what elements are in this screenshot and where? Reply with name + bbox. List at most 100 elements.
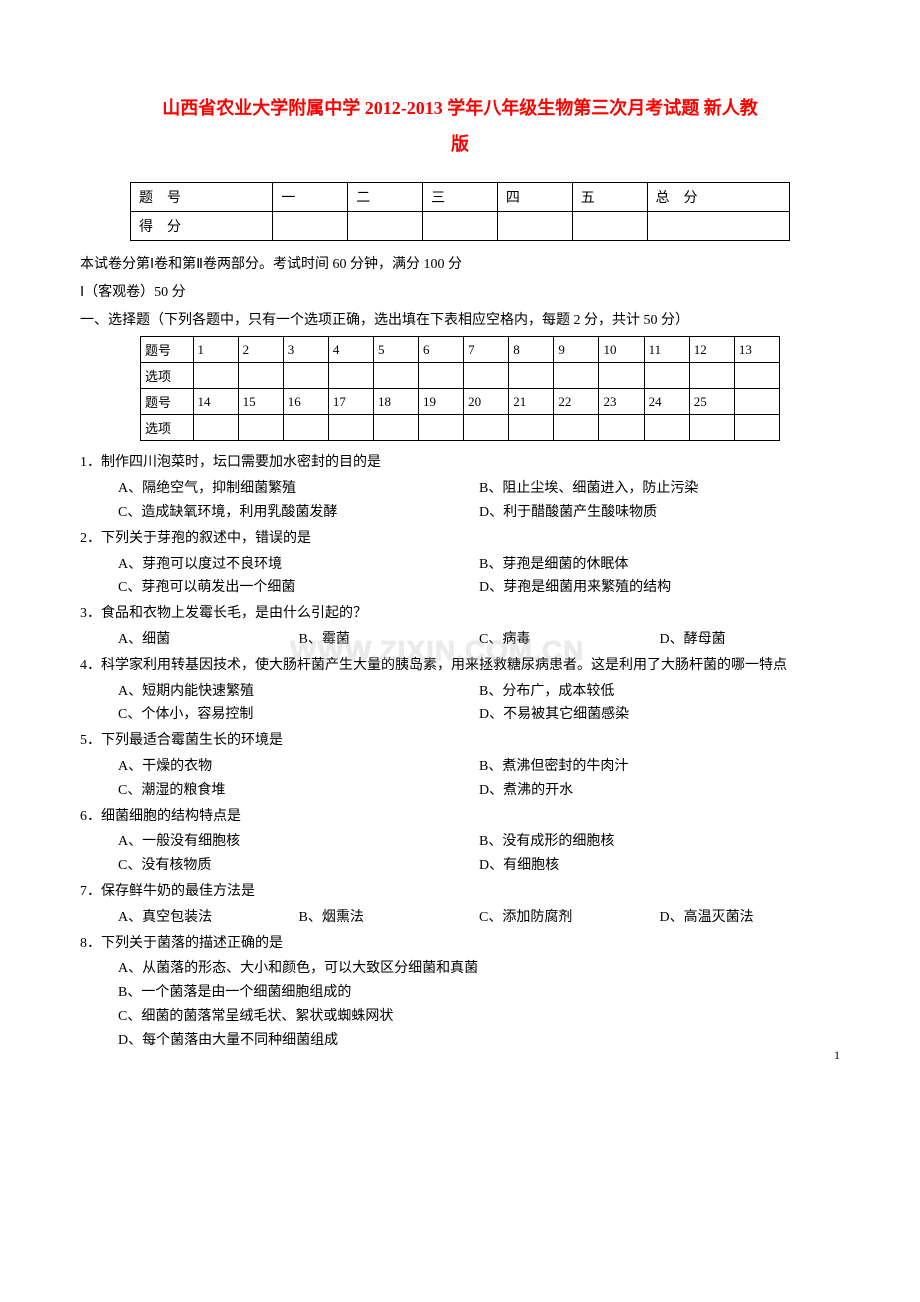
question-5: 5．下列最适合霉菌生长的环境是: [80, 729, 840, 753]
answer-num-cell: 6: [419, 337, 464, 363]
score-header-cell: 二: [348, 183, 423, 212]
option-c: C、添加防腐剂: [479, 906, 660, 930]
answer-num-cell: 4: [328, 337, 373, 363]
option-a: A、从菌落的形态、大小和颜色，可以大致区分细菌和真菌: [118, 957, 840, 981]
question-6-options: A、一般没有细胞核 B、没有成形的细胞核 C、没有核物质 D、有细胞核: [80, 830, 840, 878]
question-1: 1．制作四川泡菜时，坛口需要加水密封的目的是: [80, 451, 840, 475]
answer-cell: [734, 415, 779, 441]
option-c: C、没有核物质: [118, 854, 479, 878]
option-d: D、煮沸的开水: [479, 779, 840, 803]
answer-cell: [644, 363, 689, 389]
question-6: 6．细菌细胞的结构特点是: [80, 805, 840, 829]
answer-cell: [464, 363, 509, 389]
answer-cell: [464, 415, 509, 441]
option-a: A、真空包装法: [118, 906, 299, 930]
answer-cell: [328, 363, 373, 389]
option-a: A、芽孢可以度过不良环境: [118, 553, 479, 577]
answer-cell: [689, 415, 734, 441]
score-cell: [497, 212, 572, 241]
answer-row-label: 题号: [141, 389, 194, 415]
answer-choice-row-2: 选项: [141, 415, 780, 441]
option-c: C、潮湿的粮食堆: [118, 779, 479, 803]
answer-cell: [419, 415, 464, 441]
title-line-1: 山西省农业大学附属中学 2012-2013 学年八年级生物第三次月考试题 新人教: [80, 90, 840, 126]
answer-num-cell: 11: [644, 337, 689, 363]
score-header-row: 题 号 一 二 三 四 五 总 分: [131, 183, 790, 212]
question-8: 8．下列关于菌落的描述正确的是: [80, 932, 840, 956]
answer-num-cell: 24: [644, 389, 689, 415]
option-b: B、芽孢是细菌的休眠体: [479, 553, 840, 577]
option-b: B、分布广，成本较低: [479, 680, 840, 704]
answer-cell: [193, 415, 238, 441]
answer-num-cell: 22: [554, 389, 599, 415]
answer-num-cell: 9: [554, 337, 599, 363]
answer-row-label: 选项: [141, 415, 194, 441]
answer-cell: [554, 415, 599, 441]
score-cell: [273, 212, 348, 241]
option-a: A、干燥的衣物: [118, 755, 479, 779]
question-7: 7．保存鲜牛奶的最佳方法是: [80, 880, 840, 904]
answer-row-label: 选项: [141, 363, 194, 389]
answer-num-cell: 7: [464, 337, 509, 363]
answer-table: 题号 1 2 3 4 5 6 7 8 9 10 11 12 13 选项 题号 1…: [140, 336, 780, 441]
answer-num-cell: [734, 389, 779, 415]
option-d: D、高温灭菌法: [660, 906, 841, 930]
score-header-cell: 四: [497, 183, 572, 212]
answer-num-cell: 15: [238, 389, 283, 415]
answer-num-cell: 8: [509, 337, 554, 363]
option-c: C、病毒: [479, 628, 660, 652]
question-1-options: A、隔绝空气，抑制细菌繁殖 B、阻止尘埃、细菌进入，防止污染 C、造成缺氧环境，…: [80, 477, 840, 525]
answer-cell: [599, 363, 644, 389]
score-cell: [423, 212, 498, 241]
score-header-cell: 题 号: [131, 183, 273, 212]
answer-cell: [373, 363, 418, 389]
answer-num-cell: 16: [283, 389, 328, 415]
answer-num-cell: 23: [599, 389, 644, 415]
intro-text-3: 一、选择题（下列各题中，只有一个选项正确，选出填在下表相应空格内，每题 2 分，…: [80, 309, 840, 333]
question-4-options: A、短期内能快速繁殖 B、分布广，成本较低 C、个体小，容易控制 D、不易被其它…: [80, 680, 840, 728]
intro-text-2: Ⅰ（客观卷）50 分: [80, 281, 840, 305]
score-header-cell: 五: [572, 183, 647, 212]
score-row-label: 得 分: [131, 212, 273, 241]
intro-text-1: 本试卷分第Ⅰ卷和第Ⅱ卷两部分。考试时间 60 分钟，满分 100 分: [80, 253, 840, 277]
question-5-options: A、干燥的衣物 B、煮沸但密封的牛肉汁 C、潮湿的粮食堆 D、煮沸的开水: [80, 755, 840, 803]
question-4: 4．科学家利用转基因技术，使大肠杆菌产生大量的胰岛素，用来拯救糖尿病患者。这是利…: [80, 654, 840, 678]
option-d: D、每个菌落由大量不同种细菌组成: [118, 1029, 840, 1053]
option-b: B、煮沸但密封的牛肉汁: [479, 755, 840, 779]
option-a: A、细菌: [118, 628, 299, 652]
score-cell: [647, 212, 789, 241]
answer-cell: [283, 363, 328, 389]
answer-row-label: 题号: [141, 337, 194, 363]
answer-cell: [328, 415, 373, 441]
score-value-row: 得 分: [131, 212, 790, 241]
question-2: 2．下列关于芽孢的叙述中，错误的是: [80, 527, 840, 551]
answer-num-cell: 13: [734, 337, 779, 363]
option-b: B、阻止尘埃、细菌进入，防止污染: [479, 477, 840, 501]
answer-num-cell: 3: [283, 337, 328, 363]
answer-cell: [238, 415, 283, 441]
answer-num-cell: 14: [193, 389, 238, 415]
option-b: B、一个菌落是由一个细菌细胞组成的: [118, 981, 840, 1005]
answer-cell: [283, 415, 328, 441]
score-header-cell: 总 分: [647, 183, 789, 212]
question-3-options: A、细菌 B、霉菌 C、病毒 D、酵母菌: [80, 628, 840, 652]
title-line-2: 版: [80, 126, 840, 162]
option-d: D、不易被其它细菌感染: [479, 703, 840, 727]
answer-num-row-2: 题号 14 15 16 17 18 19 20 21 22 23 24 25: [141, 389, 780, 415]
answer-num-cell: 19: [419, 389, 464, 415]
answer-num-cell: 25: [689, 389, 734, 415]
answer-cell: [238, 363, 283, 389]
answer-num-cell: 2: [238, 337, 283, 363]
answer-cell: [193, 363, 238, 389]
option-c: C、芽孢可以萌发出一个细菌: [118, 576, 479, 600]
option-d: D、利于醋酸菌产生酸味物质: [479, 501, 840, 525]
option-b: B、没有成形的细胞核: [479, 830, 840, 854]
answer-choice-row-1: 选项: [141, 363, 780, 389]
answer-num-cell: 1: [193, 337, 238, 363]
answer-cell: [554, 363, 599, 389]
option-c: C、个体小，容易控制: [118, 703, 479, 727]
answer-num-cell: 17: [328, 389, 373, 415]
option-d: D、有细胞核: [479, 854, 840, 878]
score-cell: [348, 212, 423, 241]
answer-num-row-1: 题号 1 2 3 4 5 6 7 8 9 10 11 12 13: [141, 337, 780, 363]
